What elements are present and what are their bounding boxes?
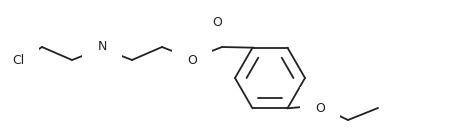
Text: O: O bbox=[315, 101, 325, 115]
Text: O: O bbox=[187, 53, 197, 67]
Text: Cl: Cl bbox=[12, 53, 24, 67]
Text: N: N bbox=[97, 41, 106, 53]
Text: O: O bbox=[212, 16, 222, 29]
